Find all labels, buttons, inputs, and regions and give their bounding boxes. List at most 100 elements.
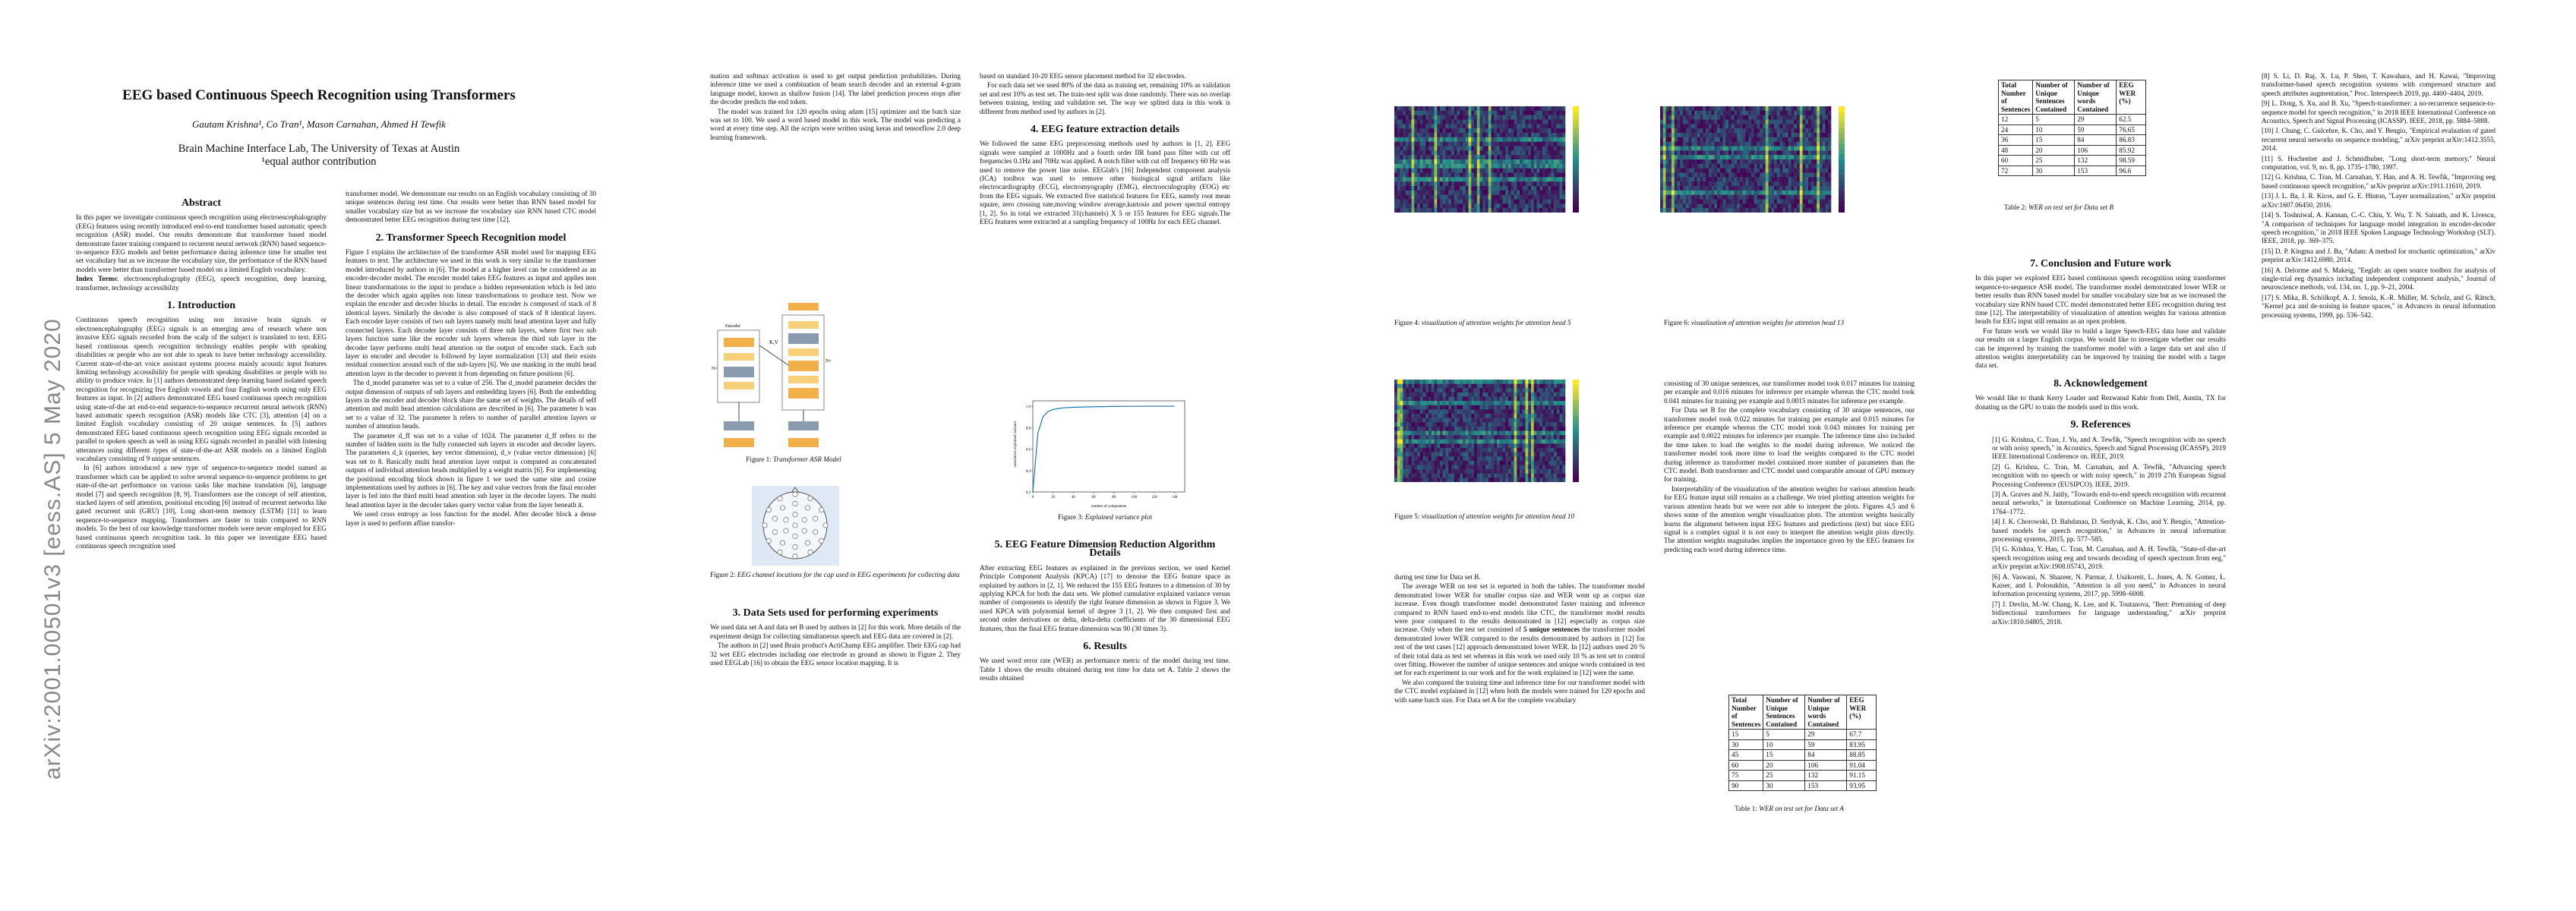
heatmap-cell [1788, 190, 1792, 195]
heatmap-cell [1794, 203, 1798, 209]
heatmap-cell [1805, 119, 1809, 125]
heatmap-cell [1802, 181, 1806, 187]
heatmap-cell [1505, 208, 1509, 213]
heatmap-cell [1662, 172, 1666, 178]
heatmap-cell [1728, 150, 1732, 156]
heatmap-cell [1808, 190, 1812, 195]
heatmap-cell [1454, 405, 1457, 410]
heatmap-cell [1482, 414, 1486, 418]
heatmap-cell [1731, 186, 1735, 191]
heatmap-cell [1559, 119, 1563, 125]
heatmap-cell [1802, 133, 1806, 138]
heatmap-cell [1559, 186, 1563, 191]
heatmap-cell [1822, 172, 1826, 178]
heatmap-cell [1799, 208, 1803, 213]
heatmap-cell [1528, 456, 1532, 462]
abstract-text: In this paper we investigate continuous … [76, 213, 327, 273]
heatmap-cell [1536, 388, 1540, 393]
heatmap-cell [1394, 469, 1398, 474]
heatmap-cell [1488, 456, 1492, 462]
heatmap-cell [1448, 172, 1452, 178]
heatmap-cell [1411, 150, 1415, 156]
heatmap-cell [1754, 181, 1757, 187]
heatmap-cell [1533, 194, 1537, 200]
heatmap-cell [1502, 443, 1506, 449]
heatmap-cell [1451, 405, 1455, 410]
heatmap-cell [1517, 392, 1520, 397]
heatmap-cell [1422, 401, 1426, 406]
heatmap-cell [1700, 177, 1703, 182]
heatmap-cell [1499, 106, 1503, 112]
heatmap-cell [1737, 177, 1741, 182]
heatmap-cell [1479, 388, 1483, 393]
heatmap-cell [1771, 199, 1775, 204]
figure-2-caption: Figure 2: EEG channel locations for the … [710, 571, 961, 579]
heatmap-cell [1559, 422, 1563, 427]
colorbar-segment [1839, 128, 1845, 134]
heatmap-cell [1442, 128, 1446, 134]
heatmap-cell [1463, 124, 1466, 129]
heatmap-cell [1425, 146, 1429, 151]
heatmap-cell [1562, 110, 1566, 115]
heatmap-cell [1419, 478, 1423, 482]
heatmap-cell [1680, 181, 1684, 187]
heatmap-cell [1703, 186, 1706, 191]
heatmap-cell [1494, 119, 1498, 125]
heatmap-cell [1408, 133, 1412, 138]
heatmap-cell [1417, 473, 1421, 478]
heatmap-cell [1434, 159, 1438, 165]
heatmap-cell [1697, 119, 1700, 125]
heatmap-cell [1479, 177, 1483, 182]
heatmap-cell [1468, 418, 1472, 423]
heatmap-cell [1434, 190, 1438, 195]
heatmap-cell [1476, 388, 1480, 393]
heatmap-cell [1476, 448, 1480, 452]
heatmap-cell [1394, 119, 1398, 125]
heatmap-cell [1517, 141, 1520, 147]
heatmap-cell [1454, 177, 1457, 182]
heatmap-cell [1714, 150, 1718, 156]
heatmap-cell [1505, 115, 1509, 120]
heatmap-cell [1711, 168, 1715, 173]
heatmap-cell [1471, 106, 1475, 112]
heatmap-cell [1514, 392, 1517, 397]
heatmap-cell [1431, 141, 1435, 147]
heatmap-cell [1397, 199, 1400, 204]
heatmap-cell [1539, 452, 1543, 457]
heatmap-cell [1460, 473, 1463, 478]
heatmap-cell [1491, 141, 1495, 147]
heatmap-cell [1697, 203, 1700, 209]
heatmap-cell [1531, 396, 1535, 402]
heatmap-cell [1437, 456, 1441, 462]
heatmap-cell [1734, 141, 1738, 147]
heatmap-cell [1460, 177, 1463, 182]
heatmap-cell [1445, 186, 1449, 191]
heatmap-cell [1494, 155, 1498, 160]
heatmap-cell [1539, 155, 1543, 160]
heatmap-cell [1785, 115, 1789, 120]
heatmap-cell [1711, 194, 1715, 200]
heatmap-cell [1440, 168, 1444, 173]
heatmap-cell [1799, 186, 1803, 191]
heatmap-cell [1528, 150, 1532, 156]
heatmap-cell [1454, 478, 1457, 482]
table-row: 75 25 132 91.15 [1728, 770, 1877, 781]
heatmap-cell [1397, 388, 1400, 393]
heatmap-cell [1551, 396, 1555, 402]
heatmap-cell [1400, 168, 1403, 173]
heatmap-cell [1497, 186, 1501, 191]
heatmap-cell [1680, 110, 1684, 115]
heatmap-cell [1748, 141, 1752, 147]
heatmap-cell [1494, 465, 1498, 470]
heatmap-cell [1525, 128, 1529, 134]
heatmap-cell [1417, 452, 1421, 457]
section5-paragraph-1: After extracting EEG features as explain… [980, 563, 1230, 632]
heatmap-cell [1802, 119, 1806, 125]
heatmap-cell [1485, 177, 1489, 182]
heatmap-cell [1403, 439, 1406, 444]
heatmap-cell [1511, 190, 1514, 195]
heatmap-cell [1514, 439, 1517, 444]
heatmap-cell [1742, 163, 1746, 169]
heatmap-cell [1411, 190, 1415, 195]
heatmap-cell [1511, 452, 1514, 457]
